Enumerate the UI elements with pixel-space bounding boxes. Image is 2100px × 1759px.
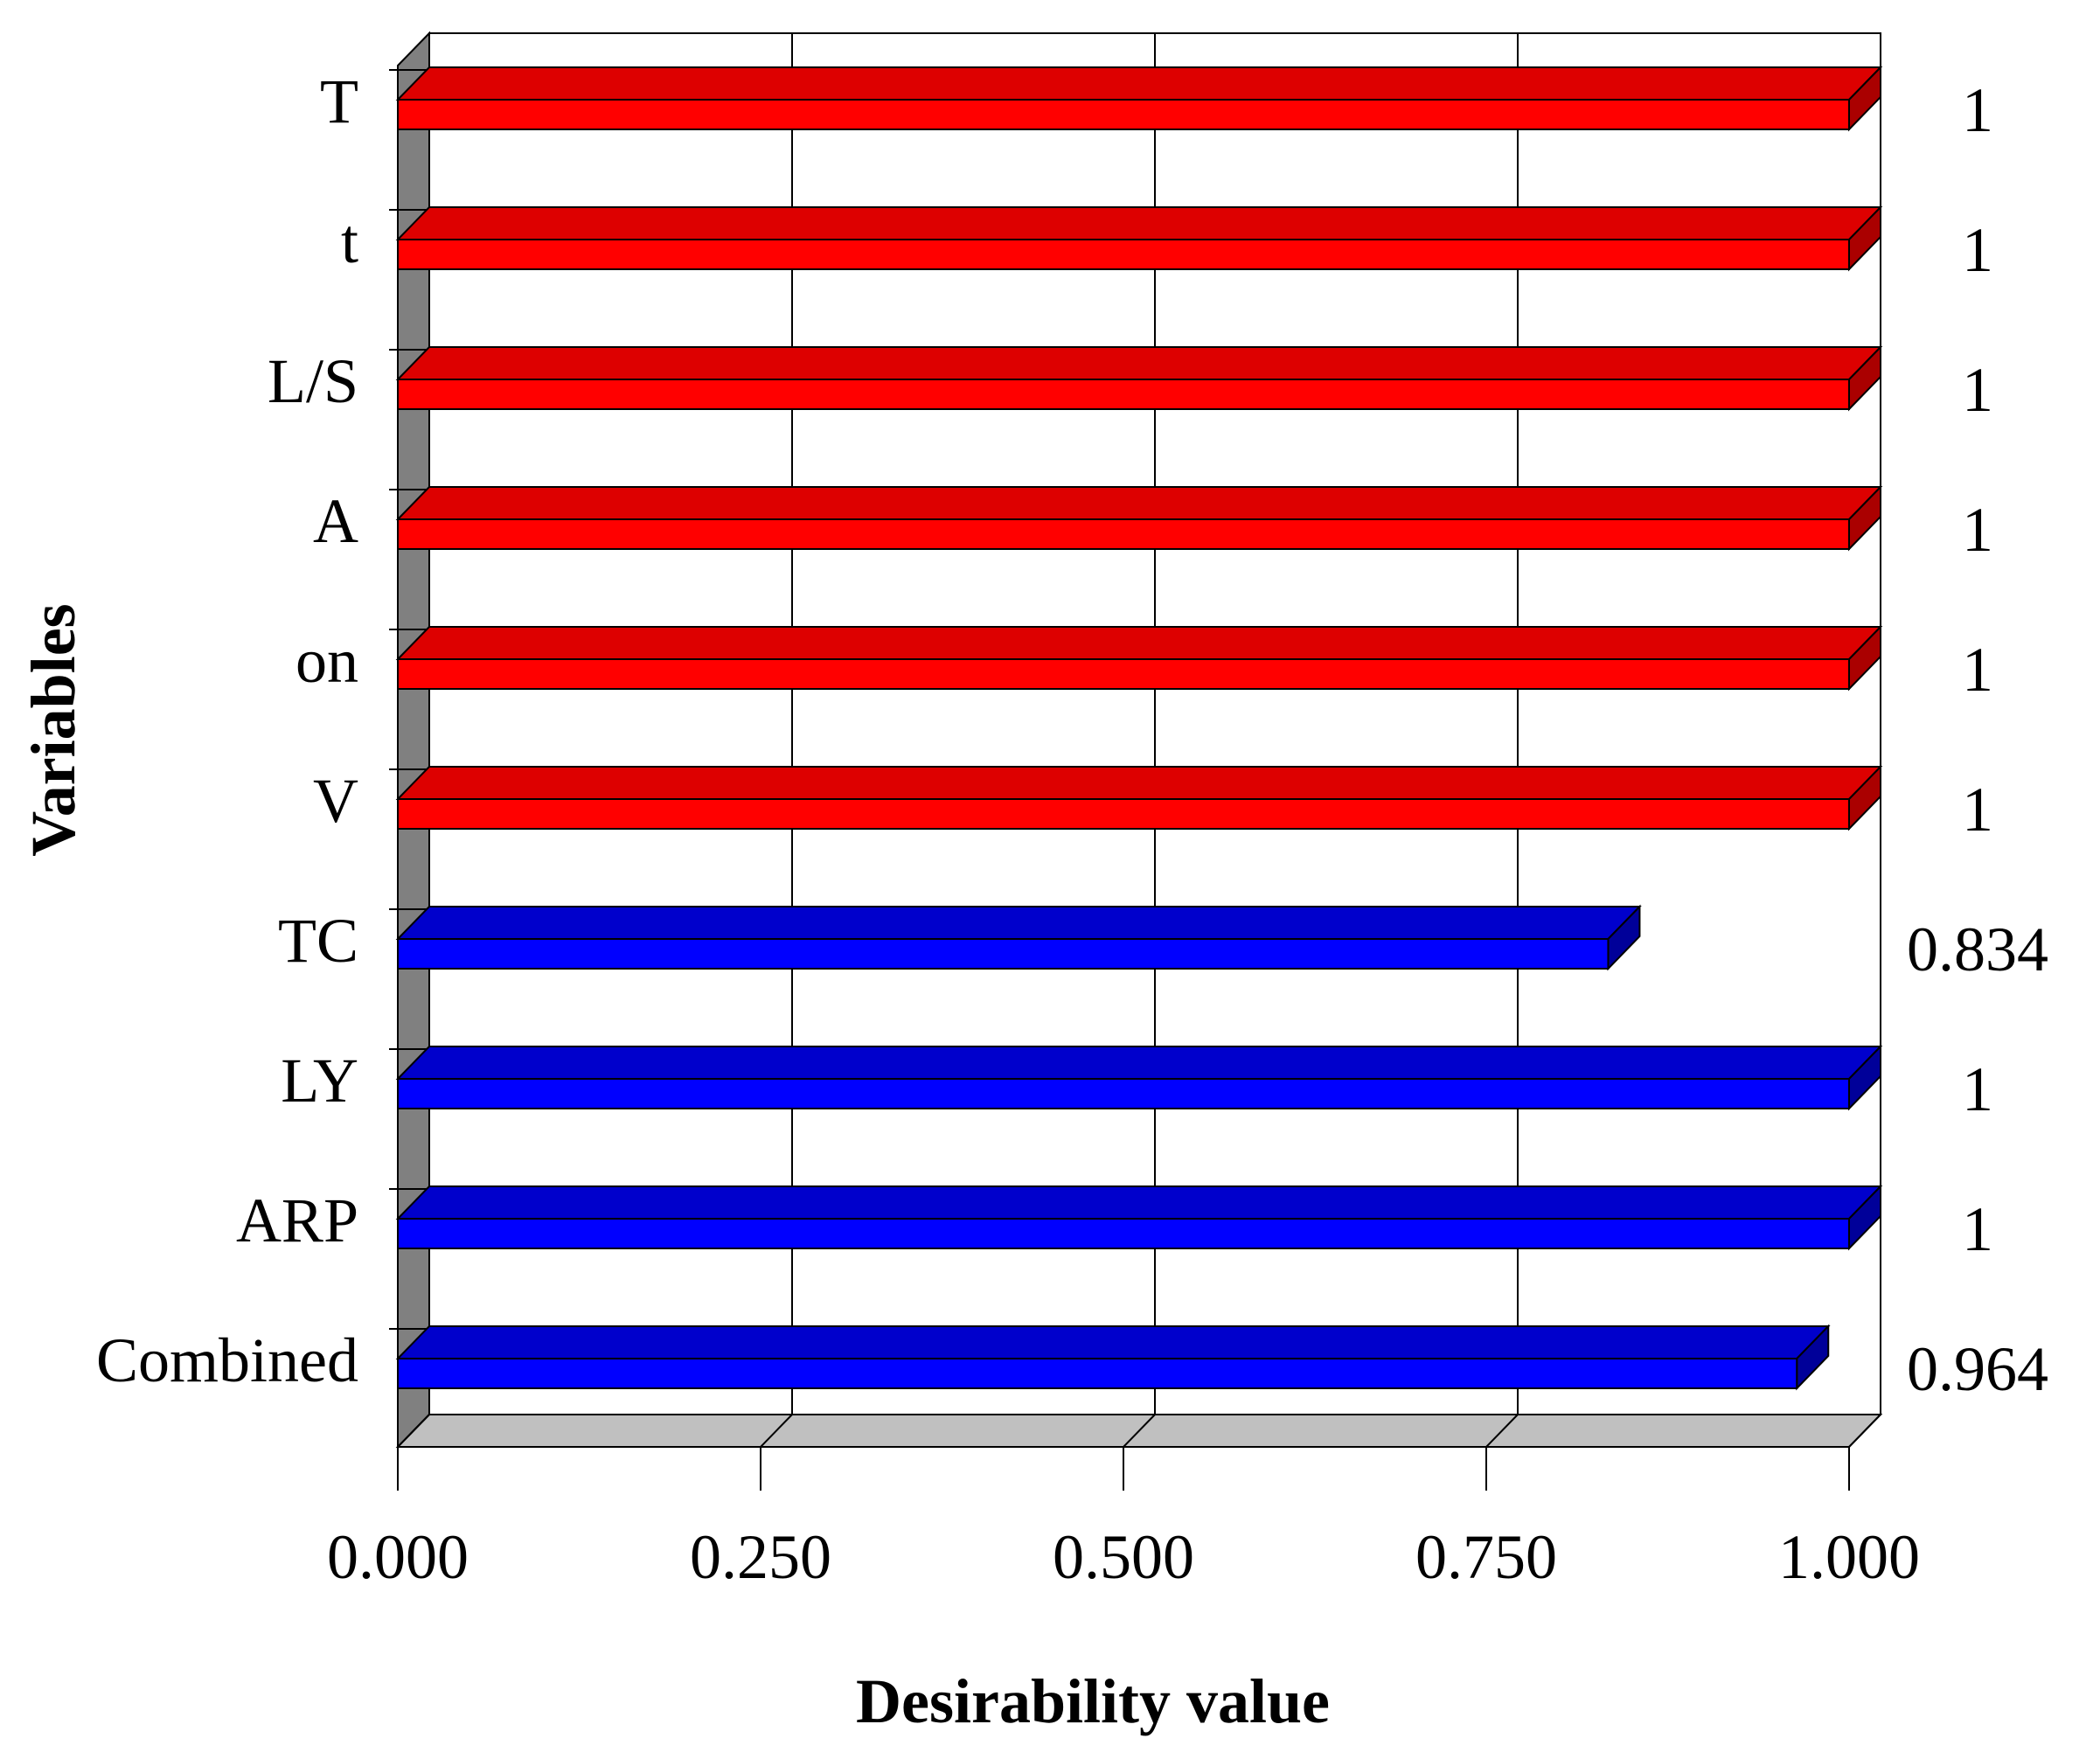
bar-ly [397, 1078, 1850, 1109]
category-label: TC [278, 906, 358, 976]
x-tick-label: 0.750 [1415, 1522, 1557, 1592]
value-label: 0.834 [1907, 914, 2048, 984]
bar-top-face [395, 66, 1883, 101]
value-label: 0.964 [1907, 1334, 2048, 1404]
category-label: V [313, 766, 358, 836]
category-label: LY [281, 1046, 358, 1116]
category-label: t [341, 206, 358, 276]
category-label: ARP [236, 1185, 358, 1255]
floor-gridline [1485, 1414, 1519, 1448]
y-axis-title: Variables [18, 603, 88, 856]
bar-top-face [395, 346, 1883, 380]
floor-gridline [1123, 1414, 1156, 1448]
value-label: 1 [1962, 495, 1993, 565]
x-tick-label: 1.000 [1778, 1522, 1920, 1592]
value-label: 1 [1962, 215, 1993, 285]
bar-t [397, 239, 1850, 270]
value-label: 1 [1962, 75, 1993, 145]
x-tick-label: 0.500 [1053, 1522, 1194, 1592]
category-label: T [320, 66, 358, 136]
category-label: A [313, 486, 358, 556]
floor-gridline [397, 1414, 430, 1448]
bar-top-face [395, 486, 1883, 520]
floor-gridline [1848, 1414, 1881, 1448]
bar-top-face [395, 1046, 1883, 1080]
bar-top-face [395, 1325, 1831, 1359]
bar-tc [397, 938, 1610, 970]
value-label: 1 [1962, 1194, 1993, 1264]
bar-l-s [397, 379, 1850, 410]
bar-arp [397, 1218, 1850, 1249]
bar-top-face [395, 1185, 1883, 1220]
bar-top-face [395, 906, 1642, 940]
bar-v [397, 798, 1850, 830]
x-tick-label: 0.250 [690, 1522, 831, 1592]
x-tick-label: 0.000 [327, 1522, 469, 1592]
category-label: L/S [268, 346, 358, 416]
value-label: 1 [1962, 355, 1993, 425]
value-label: 1 [1962, 775, 1993, 845]
category-label: on [296, 626, 358, 696]
value-label: 1 [1962, 1054, 1993, 1124]
bar-top-face [395, 206, 1883, 240]
value-label: 1 [1962, 635, 1993, 705]
x-axis-title: Desirability value [856, 1666, 1330, 1736]
bar-top-face [395, 766, 1883, 800]
bar-t [397, 99, 1850, 130]
bar-top-face [395, 626, 1883, 660]
bar-combined [397, 1358, 1798, 1389]
labels-group: 0.000 0.250 0.500 0.750 1.000 T 1 t 1 L/S 1 A 1 on 1 V 1… [96, 66, 2048, 1592]
bar-a [397, 518, 1850, 550]
bar-on [397, 658, 1850, 690]
category-label: Combined [96, 1325, 358, 1395]
floor-gridline [760, 1414, 793, 1448]
bars-group [395, 65, 1883, 1391]
